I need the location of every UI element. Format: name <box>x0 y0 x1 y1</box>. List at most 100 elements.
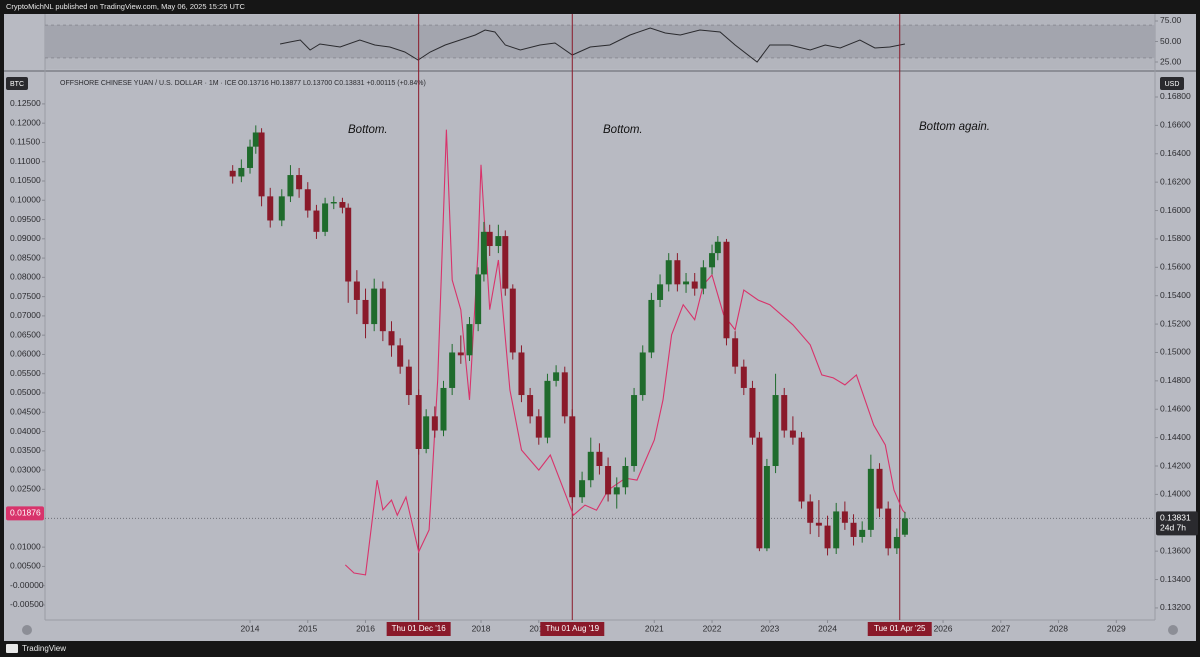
countdown: 24d 7h <box>1160 523 1186 533</box>
y-axis-label: USD <box>1165 81 1180 88</box>
candle-body <box>901 518 908 535</box>
y-tick-label: 0.15600 <box>1160 262 1191 272</box>
y-tick-label: 0.13600 <box>1160 545 1191 555</box>
candle-body <box>247 146 254 168</box>
y2-tick-label: 0.06000 <box>10 349 41 359</box>
candle-body <box>518 352 525 396</box>
candle-body <box>229 170 236 177</box>
candle-body <box>553 372 560 381</box>
candle-body <box>798 437 805 502</box>
candle-body <box>397 345 404 367</box>
candle-body <box>579 480 586 498</box>
candle-body <box>457 352 464 356</box>
candle-body <box>423 416 430 449</box>
candle-body <box>665 260 672 285</box>
annotation: Bottom again. <box>919 121 990 133</box>
candle-body <box>527 395 534 417</box>
candle-body <box>749 387 756 438</box>
y2-tick-label: 0.08000 <box>10 272 41 282</box>
y2-tick-label: 0.10000 <box>10 195 41 205</box>
x-tick-label: 2024 <box>818 623 837 633</box>
last-price-box <box>1156 511 1198 536</box>
candle-body <box>544 380 551 438</box>
x-tick-label: 2015 <box>298 623 317 633</box>
candle-body <box>605 466 612 495</box>
button[interactable] <box>1168 625 1178 635</box>
candle-body <box>345 207 352 282</box>
y2-tick-label: 0.11000 <box>10 156 40 166</box>
y-tick-label: 50.00 <box>1160 36 1182 46</box>
candle-body <box>631 395 638 467</box>
candle-body <box>674 260 681 285</box>
candle-body <box>561 372 568 417</box>
y2-tick-label: 0.11500 <box>10 137 40 147</box>
y2-axis-label: BTC <box>10 81 24 88</box>
candle-body <box>475 274 482 325</box>
candle-body <box>587 451 594 481</box>
y2-tick-label: 0.06500 <box>10 329 41 339</box>
candle-body <box>740 366 747 388</box>
x-tick-label: 2022 <box>703 623 722 633</box>
y2-axis-label-box <box>6 77 28 90</box>
candle-body <box>330 202 337 204</box>
y-tick-label: 0.16600 <box>1160 120 1191 130</box>
annotation: Bottom. <box>348 124 388 136</box>
candle-body <box>613 487 620 495</box>
y2-tick-label: -0.00000 <box>10 580 44 590</box>
y2-tick-label: 0.12500 <box>10 98 41 108</box>
candle-body <box>639 352 646 396</box>
candle-body <box>313 210 320 232</box>
candle-body <box>732 338 739 367</box>
x-tick-label: 2027 <box>991 623 1010 633</box>
candle-body <box>388 331 395 346</box>
y2-tick-label: 0.12000 <box>10 117 41 127</box>
candle-body <box>841 511 848 523</box>
marker-label-box <box>540 622 605 636</box>
brand-logo <box>6 644 18 653</box>
marker-label: Tue 01 Apr '25 <box>874 624 926 633</box>
y-tick-label: 0.15800 <box>1160 233 1191 243</box>
candle-body <box>502 236 509 289</box>
x-tick-label: 2029 <box>1107 623 1126 633</box>
candle-body <box>867 468 874 530</box>
last-price-label: 0.13831 <box>1160 513 1191 523</box>
y-tick-label: 0.14000 <box>1160 489 1191 499</box>
y2-tick-label: 0.04500 <box>10 407 41 417</box>
candle-body <box>278 196 285 221</box>
y-axis-label-box <box>1160 77 1184 90</box>
y2-tick-label: 0.03000 <box>10 464 41 474</box>
candle-body <box>405 366 412 396</box>
y-tick-label: 0.14400 <box>1160 432 1191 442</box>
y2-tick-label: 0.02500 <box>10 484 41 494</box>
rsi-line <box>280 27 905 63</box>
marker-label: Thu 01 Dec '16 <box>392 624 447 633</box>
candle-body <box>480 231 487 275</box>
x-tick-label: 2019 <box>529 623 548 633</box>
candle-body <box>850 522 857 537</box>
candle-body <box>772 395 779 467</box>
candle-body <box>258 132 265 197</box>
candle-body <box>371 288 378 325</box>
overlay-last-box <box>6 506 44 521</box>
candle-body <box>339 202 346 208</box>
candle-body <box>709 253 716 268</box>
candle-body <box>683 281 690 285</box>
candle-body <box>596 451 603 467</box>
candle-body <box>876 468 883 509</box>
candle-body <box>449 352 456 388</box>
y-tick-label: 75.00 <box>1160 15 1182 25</box>
y-tick-label: 0.14800 <box>1160 375 1191 385</box>
y2-tick-label: 0.07000 <box>10 310 41 320</box>
header-text: CryptoMichNL published on TradingView.co… <box>6 2 245 11</box>
candle-body <box>362 299 369 325</box>
button[interactable] <box>22 625 32 635</box>
candle-body <box>807 501 814 523</box>
x-tick-label: 2016 <box>356 623 375 633</box>
overlay-line <box>344 129 906 576</box>
x-tick-label: 2018 <box>472 623 491 633</box>
candle-body <box>252 132 259 147</box>
candle-body <box>756 437 763 549</box>
candle-body <box>763 466 770 549</box>
